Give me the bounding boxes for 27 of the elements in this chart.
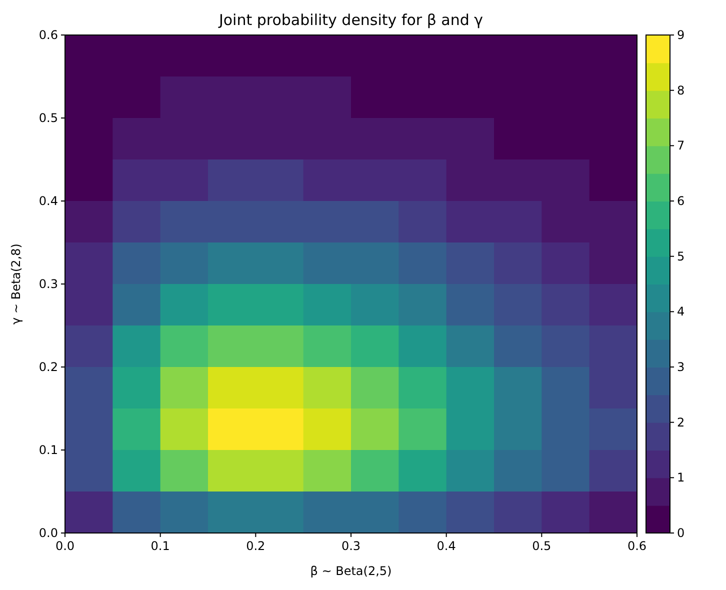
color-bar-label: 0 <box>677 526 685 540</box>
color-bar-label: 5 <box>677 249 685 264</box>
color-bar-label: 3 <box>677 360 685 374</box>
y-tick-label: 0.5 <box>38 111 58 125</box>
y-tick-label: 0.4 <box>38 194 58 208</box>
x-tick-label: 0.1 <box>150 539 170 553</box>
y-tick-label: 0.2 <box>38 360 58 374</box>
color-bar-label: 1 <box>677 470 685 485</box>
color-bar-label: 7 <box>677 138 685 153</box>
x-tick-label: 0.6 <box>627 539 647 553</box>
color-bar-label: 4 <box>677 304 685 319</box>
color-bar-label: 2 <box>677 415 685 430</box>
color-bar-label: 9 <box>677 28 685 42</box>
y-tick-label: 0.0 <box>38 526 58 540</box>
y-tick-label: 0.1 <box>38 443 58 457</box>
x-axis-title: β ~ Beta(2,5) <box>310 564 392 578</box>
chart-title: Joint probability density for β and γ <box>218 11 484 29</box>
color-bar-label: 8 <box>677 83 685 98</box>
x-tick-label: 0.4 <box>436 539 456 553</box>
color-bar-label: 6 <box>677 194 685 208</box>
x-tick-label: 0.2 <box>246 539 266 553</box>
x-tick-label: 0.5 <box>532 539 552 553</box>
y-tick-label: 0.6 <box>38 28 58 42</box>
x-tick-label: 0.3 <box>341 539 361 553</box>
y-tick-label: 0.3 <box>38 277 58 291</box>
x-tick-label: 0.0 <box>55 539 75 553</box>
y-axis-title: γ ~ Beta(2,8) <box>9 244 23 324</box>
